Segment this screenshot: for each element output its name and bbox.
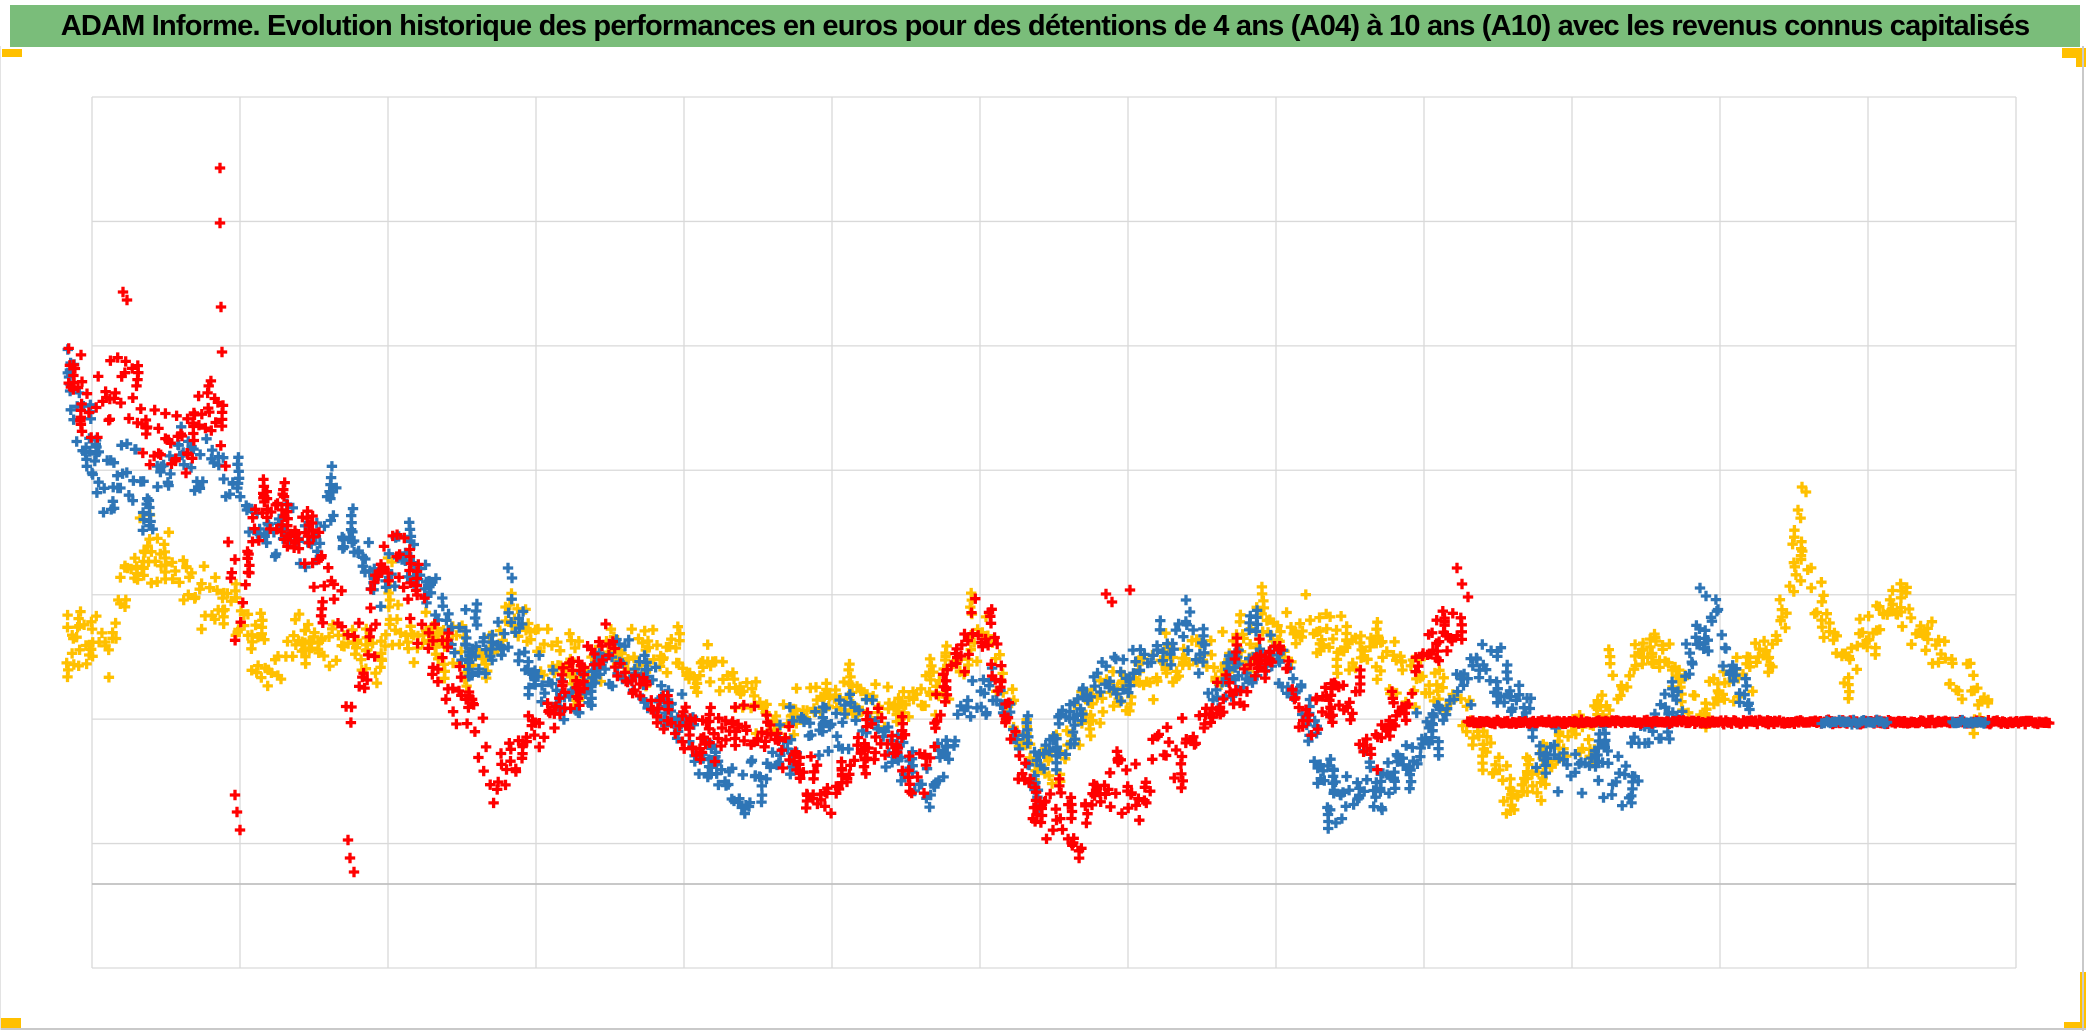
corner-accent-top-right-stub bbox=[2076, 48, 2086, 67]
corner-accent-bottom-left bbox=[0, 1018, 21, 1029]
page-title: ADAM Informe. Evolution historique des p… bbox=[60, 9, 2030, 42]
chart-area bbox=[0, 48, 2086, 1031]
page-right-border bbox=[2082, 46, 2084, 1031]
corner-accent-top-left bbox=[2, 49, 22, 57]
page-left-border bbox=[0, 46, 1, 1030]
performance-scatter-chart bbox=[61, 96, 2055, 969]
title-bar: ADAM Informe. Evolution historique des p… bbox=[10, 5, 2080, 47]
blue-on-line-markers bbox=[1816, 714, 1991, 730]
page-bottom-border bbox=[0, 1028, 2086, 1030]
corner-accent-top-right bbox=[2062, 48, 2086, 58]
corner-accent-bottom-right bbox=[2064, 1022, 2086, 1030]
gridlines-group bbox=[91, 96, 2017, 969]
